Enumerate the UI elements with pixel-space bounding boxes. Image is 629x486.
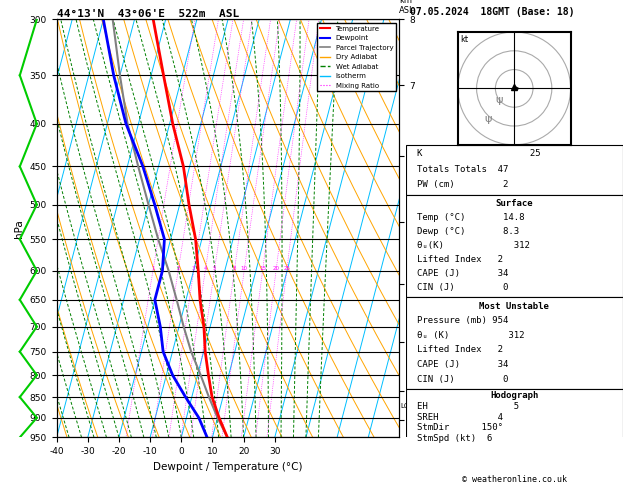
Text: Hodograph: Hodograph	[490, 391, 538, 400]
Text: 07.05.2024  18GMT (Base: 18): 07.05.2024 18GMT (Base: 18)	[410, 7, 574, 17]
FancyBboxPatch shape	[406, 195, 623, 297]
Text: K                    25: K 25	[416, 150, 540, 158]
Text: CIN (J)         0: CIN (J) 0	[416, 375, 508, 383]
Text: θᵤ (K)           312: θᵤ (K) 312	[416, 331, 524, 340]
Text: kt: kt	[460, 35, 468, 44]
Text: 8: 8	[233, 266, 236, 271]
Text: SREH           4: SREH 4	[416, 413, 503, 421]
Legend: Temperature, Dewpoint, Parcel Trajectory, Dry Adiabat, Wet Adiabat, Isotherm, Mi: Temperature, Dewpoint, Parcel Trajectory…	[317, 23, 396, 91]
Y-axis label: hPa: hPa	[14, 219, 24, 238]
Text: 15: 15	[259, 266, 266, 271]
Text: ψ: ψ	[484, 114, 492, 124]
Text: Lifted Index   2: Lifted Index 2	[416, 346, 503, 354]
FancyBboxPatch shape	[406, 389, 623, 446]
Text: 44°13'N  43°06'E  522m  ASL: 44°13'N 43°06'E 522m ASL	[57, 9, 239, 18]
FancyBboxPatch shape	[406, 297, 623, 389]
Text: Surface: Surface	[496, 199, 533, 208]
Text: Totals Totals  47: Totals Totals 47	[416, 165, 508, 174]
Y-axis label: Mixing Ratio (g/kg): Mixing Ratio (g/kg)	[417, 186, 426, 271]
Text: Pressure (mb) 954: Pressure (mb) 954	[416, 316, 508, 325]
Text: 5: 5	[213, 266, 216, 271]
Text: Most Unstable: Most Unstable	[479, 302, 549, 311]
Text: 2: 2	[176, 266, 180, 271]
X-axis label: Dewpoint / Temperature (°C): Dewpoint / Temperature (°C)	[153, 462, 303, 472]
Text: © weatheronline.co.uk: © weatheronline.co.uk	[462, 474, 567, 484]
Text: Temp (°C)       14.8: Temp (°C) 14.8	[416, 213, 524, 222]
FancyBboxPatch shape	[406, 145, 623, 195]
Text: ψ: ψ	[496, 95, 503, 105]
Text: 10: 10	[241, 266, 248, 271]
Text: CAPE (J)       34: CAPE (J) 34	[416, 269, 508, 278]
Text: LCL: LCL	[400, 402, 413, 409]
Text: km
ASL: km ASL	[399, 0, 415, 15]
Text: Lifted Index   2: Lifted Index 2	[416, 255, 503, 264]
Text: Dewp (°C)       8.3: Dewp (°C) 8.3	[416, 227, 519, 236]
Text: 4: 4	[204, 266, 207, 271]
Text: CIN (J)         0: CIN (J) 0	[416, 283, 508, 292]
Text: CAPE (J)       34: CAPE (J) 34	[416, 360, 508, 369]
Text: PW (cm)         2: PW (cm) 2	[416, 180, 508, 189]
Text: 20: 20	[272, 266, 279, 271]
Text: StmSpd (kt)  6: StmSpd (kt) 6	[416, 434, 492, 443]
Text: 1: 1	[151, 266, 155, 271]
Text: StmDir      150°: StmDir 150°	[416, 423, 503, 432]
Text: 25: 25	[283, 266, 290, 271]
Text: EH                5: EH 5	[416, 402, 519, 411]
Text: θᵤ(K)             312: θᵤ(K) 312	[416, 241, 530, 250]
Text: 3: 3	[192, 266, 196, 271]
